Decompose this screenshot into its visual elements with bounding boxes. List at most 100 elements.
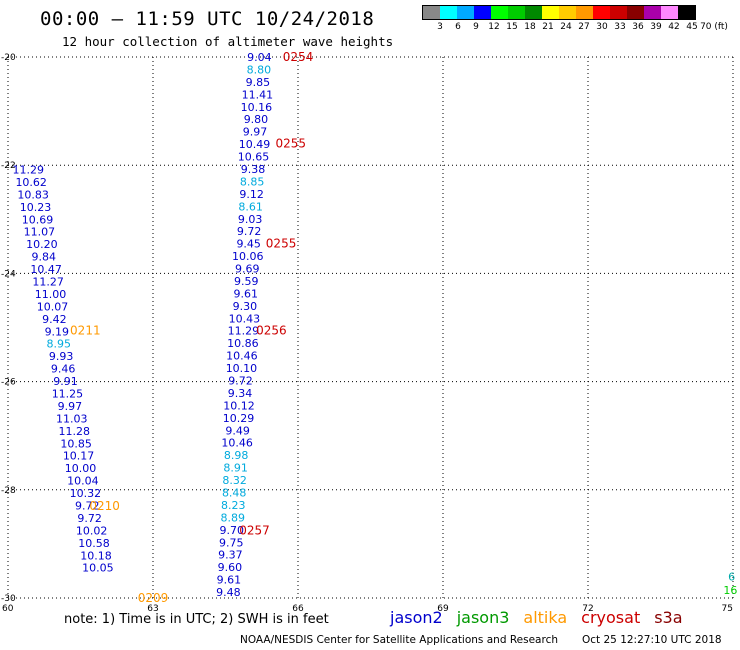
swh-value-label: 8.23 [221, 499, 246, 512]
swh-value-label: 11.29 [13, 164, 45, 177]
swh-value-label: 9.72 [237, 225, 262, 238]
legend-label: 6 [455, 22, 461, 32]
legend-label: 36 [632, 22, 644, 32]
y-tick-label: -24 [1, 269, 16, 279]
legend-swatch [593, 6, 610, 19]
satellite-legend: jason2 jason3 altika cryosat s3a [390, 608, 697, 627]
satellite-name-cryosat: cryosat [581, 608, 641, 627]
swh-value-label: 9.97 [243, 126, 268, 139]
legend-label: 33 [614, 22, 626, 32]
swh-value-label: 11.29 [228, 325, 260, 338]
satellite-name-s3a: s3a [654, 608, 683, 627]
swh-value-label: 9.72 [228, 375, 253, 388]
swh-value-label: 11.03 [56, 412, 88, 425]
swh-value-label: 10.20 [26, 238, 58, 251]
swh-value-label: 9.80 [244, 113, 269, 126]
swh-value-label: 10.05 [82, 562, 114, 575]
swh-value-label: 9.30 [233, 300, 258, 313]
swh-value-label: 9.48 [216, 586, 241, 599]
legend-swatch [542, 6, 559, 19]
x-tick-label: 75 [722, 604, 733, 614]
pass-time-label: 0257 [239, 523, 270, 537]
swh-value-label: 9.59 [234, 275, 259, 288]
legend-swatches [422, 5, 696, 20]
pass-time-label: 0254 [283, 50, 314, 64]
swh-value-label: 10.83 [17, 188, 49, 201]
swh-value-label: 9.04 [247, 51, 272, 64]
pass-time-label: 0211 [70, 324, 101, 338]
swh-value-label: 10.07 [37, 300, 69, 313]
swh-value-label: 9.42 [42, 313, 67, 326]
swh-value-label: 10.02 [76, 524, 108, 537]
y-tick-label: -28 [1, 486, 16, 496]
legend-label: 24 [560, 22, 572, 32]
swh-value-label: 8.32 [222, 474, 247, 487]
color-legend: 3 6 9 12 15 18 21 24 27 30 33 36 39 42 45 70 (ft) [422, 5, 728, 32]
legend-label: 27 [578, 22, 590, 32]
edge-value-label: 16 [723, 584, 737, 597]
swh-value-label: 10.58 [78, 537, 110, 550]
swh-value-label: 10.62 [15, 176, 47, 189]
footnote: note: 1) Time is in UTC; 2) SWH is in fe… [64, 612, 329, 627]
swh-value-label: 9.12 [239, 188, 264, 201]
swh-value-label: 10.17 [63, 450, 95, 463]
swh-value-label: 9.60 [218, 561, 243, 574]
x-tick-label: 60 [2, 604, 14, 614]
swh-value-label: 9.93 [49, 350, 74, 363]
swh-value-label: 10.06 [232, 250, 264, 263]
x-tick-label: 69 [437, 604, 449, 614]
swh-value-label: 9.03 [238, 213, 263, 226]
swh-value-label: 10.49 [239, 138, 271, 151]
legend-label: 3 [437, 22, 443, 32]
pass-time-label: 0209 [138, 591, 169, 605]
legend-label: 15 [506, 22, 518, 32]
legend-label: 70 (ft) [700, 22, 728, 32]
swh-value-label: 10.65 [238, 151, 270, 164]
swh-value-label: 9.61 [234, 287, 259, 300]
swh-value-label: 9.97 [58, 400, 83, 413]
swh-value-label: 10.18 [80, 549, 112, 562]
legend-label: 45 [686, 22, 698, 32]
legend-swatch [457, 6, 474, 19]
legend-swatch [610, 6, 627, 19]
x-tick-label: 63 [147, 604, 158, 614]
swh-value-label: 8.91 [223, 462, 248, 475]
pass-time-label: 0256 [256, 324, 287, 338]
swh-value-label: 10.10 [226, 362, 258, 375]
swh-value-label: 10.04 [67, 475, 99, 488]
swh-value-label: 9.69 [235, 263, 260, 276]
x-tick-label: 72 [582, 604, 593, 614]
legend-label: 21 [542, 22, 554, 32]
swh-value-label: 8.48 [222, 487, 247, 500]
legend-swatch [474, 6, 491, 19]
swh-value-label: 9.37 [218, 549, 243, 562]
legend-swatch [661, 6, 678, 19]
swh-value-label: 11.28 [58, 425, 90, 438]
swh-value-label: 9.72 [75, 499, 100, 512]
swh-value-label: 9.45 [236, 238, 261, 251]
pass-time-label: 0210 [89, 499, 120, 513]
swh-value-label: 9.61 [217, 574, 242, 587]
pass-time-label: 0255 [275, 137, 306, 151]
swh-value-label: 9.38 [241, 163, 266, 176]
swh-value-label: 9.19 [45, 325, 70, 338]
swh-value-label: 9.34 [228, 387, 253, 400]
legend-label: 9 [473, 22, 479, 32]
swh-value-label: 11.27 [32, 276, 64, 289]
legend-label: 12 [488, 22, 500, 32]
swh-value-label: 10.85 [60, 437, 92, 450]
satellite-name-jason2: jason2 [390, 608, 443, 627]
swh-value-label: 9.70 [220, 524, 245, 537]
page-subtitle: 12 hour collection of altimeter wave hei… [62, 34, 394, 49]
swh-value-label: 10.29 [223, 412, 255, 425]
swh-value-label: 10.46 [221, 437, 253, 450]
swh-value-label: 9.75 [219, 536, 244, 549]
swh-value-label: 9.49 [225, 424, 250, 437]
legend-swatch [644, 6, 661, 19]
x-tick-label: 66 [292, 604, 304, 614]
swh-value-label: 10.46 [226, 350, 258, 363]
legend-label: 42 [668, 22, 680, 32]
edge-value-label: 6 [728, 570, 735, 583]
page-title: 00:00 – 11:59 UTC 10/24/2018 [40, 8, 375, 30]
legend-swatch [627, 6, 644, 19]
